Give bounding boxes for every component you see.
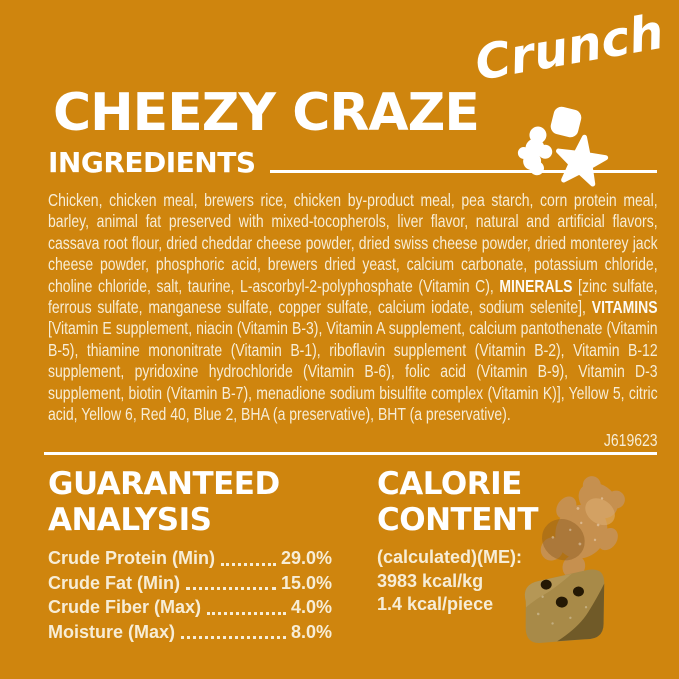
analysis-row: Crude Protein (Min) 29.0% [48,546,332,571]
gummy-treat-icon [517,126,553,176]
dotted-leader [207,611,286,615]
analysis-row: Crude Fat (Min) 15.0% [48,571,332,596]
analysis-row-value: 15.0% [280,572,332,593]
analysis-row-value: 8.0% [290,621,332,642]
analysis-row-value: 4.0% [290,597,332,617]
analysis-row-label: Crude Protein (Min) [48,548,215,568]
calorie-content-section: CALORIE CONTENT (calculated)(ME): 3983 kc… [377,466,577,617]
dotted-leader [221,562,276,566]
section-divider [44,452,657,455]
guaranteed-analysis-table: Crude Protein (Min) 29.0% Crude Fat (Min) 1… [48,546,332,644]
calorie-line: 1.4 kcal/piece [377,594,494,614]
ingredients-text: Chicken, chicken meal, brewers rice, chi… [48,190,658,451]
calorie-line: (calculated)(ME): [377,547,523,567]
product-name: CHEEZY CRAZE [53,82,480,143]
analysis-row-label: Moisture (Max) [48,621,176,642]
calorie-content-lines: (calculated)(ME): 3983 kcal/kg 1.4 kcal/pi… [377,546,577,617]
analysis-row: Moisture (Max) 8.0% [48,620,332,645]
ingredients-title: INGREDIENTS [48,146,256,179]
square-treat-with-holes [524,569,605,643]
treats-photo [512,476,677,661]
analysis-row-label: Crude Fat (Min) [48,572,180,593]
guaranteed-analysis-title: GUARANTEED ANALYSIS [48,466,280,538]
dotted-leader [186,587,276,590]
analysis-row-value: 29.0% [280,548,332,568]
guaranteed-analysis-section: GUARANTEED ANALYSIS Crude Protein (Min) 2… [48,466,332,644]
calorie-content-title: CALORIE CONTENT [377,466,538,538]
analysis-row-label: Crude Fiber (Max) [48,597,202,617]
bear-shaped-treat [540,476,625,579]
cube-treat-icon [550,106,582,138]
analysis-row: Crude Fiber (Max) 4.0% [48,595,332,620]
ingredients-rule [269,169,657,173]
star-icon [556,134,609,187]
calorie-line: 3983 kcal/kg [377,570,484,591]
formula-code: J619623 [595,429,658,451]
dotted-leader [181,636,286,639]
ingredients-header: INGREDIENTS [48,146,657,179]
